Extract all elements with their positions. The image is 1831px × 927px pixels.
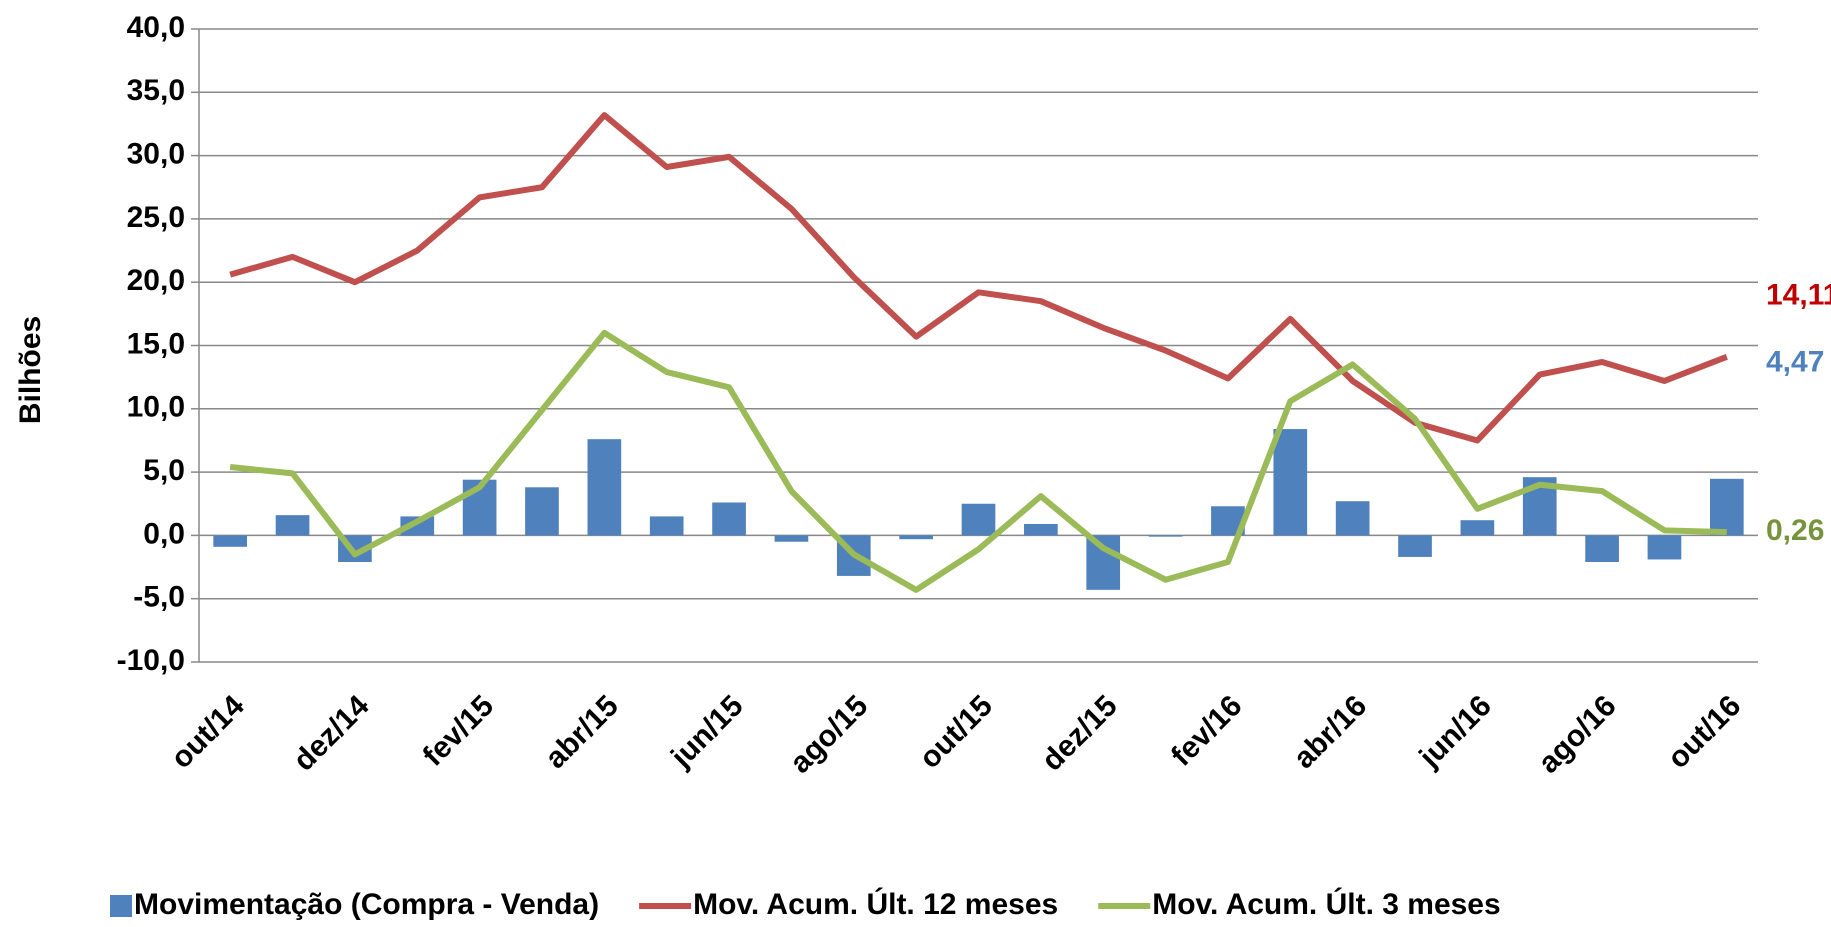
bar	[1460, 520, 1495, 536]
line	[229, 329, 1727, 593]
y-tick-label: -10,0	[117, 644, 185, 677]
bar	[1335, 501, 1370, 536]
y-tick-label: 35,0	[127, 74, 185, 107]
bar	[1709, 478, 1744, 536]
bar	[1148, 535, 1183, 537]
bar	[213, 535, 248, 547]
bar	[1273, 429, 1308, 536]
x-tick-label: ago/16	[1532, 689, 1623, 780]
bar	[712, 502, 746, 536]
y-tick-label: -5,0	[133, 581, 185, 614]
legend-label: Mov. Acum. Últ. 12 meses	[693, 887, 1058, 921]
x-tick-label: ago/15	[784, 689, 875, 780]
y-tick-label: 5,0	[143, 454, 185, 487]
y-tick-label: 30,0	[127, 138, 185, 171]
bar	[961, 503, 996, 536]
bar	[1398, 535, 1432, 557]
x-tick-label: dez/15	[1036, 689, 1124, 777]
bar	[1647, 535, 1682, 560]
y-tick-label: 15,0	[127, 327, 185, 360]
x-tick-label: out/14	[165, 689, 251, 775]
y-axis-label: Bilhões	[14, 316, 47, 424]
bar	[400, 516, 435, 536]
value-label: 4,47	[1766, 346, 1824, 379]
x-tick-label: jun/16	[1413, 689, 1498, 774]
x-tick-label: abr/16	[1287, 689, 1373, 775]
bar	[275, 515, 310, 536]
bar	[587, 439, 622, 536]
x-tick-label: out/16	[1662, 689, 1748, 775]
x-tick-label: fev/16	[1165, 689, 1248, 772]
value-label: 0,26	[1766, 514, 1824, 547]
y-tick-label: 0,0	[143, 517, 185, 550]
bar	[525, 487, 559, 536]
x-tick-label: jun/15	[664, 689, 749, 774]
x-tick-label: out/15	[913, 689, 999, 775]
legend-label: Movimentação (Compra - Venda)	[134, 888, 599, 921]
line	[229, 112, 1728, 444]
bar	[649, 516, 684, 536]
y-tick-label: 10,0	[127, 391, 185, 424]
x-tick-label: dez/14	[287, 689, 375, 777]
y-tick-label: 25,0	[127, 201, 185, 234]
value-label: 14,11	[1766, 279, 1831, 312]
bar	[1086, 535, 1121, 590]
bar	[774, 535, 809, 542]
y-tick-label: 20,0	[127, 264, 185, 297]
legend-label: Mov. Acum. Últ. 3 meses	[1152, 887, 1500, 921]
legend-swatch	[110, 895, 132, 917]
bar	[1024, 524, 1058, 536]
bar	[899, 535, 933, 540]
y-tick-label: 40,0	[127, 11, 185, 44]
x-tick-label: abr/15	[539, 689, 625, 775]
x-tick-label: fev/15	[417, 689, 500, 772]
bar	[1585, 535, 1619, 562]
